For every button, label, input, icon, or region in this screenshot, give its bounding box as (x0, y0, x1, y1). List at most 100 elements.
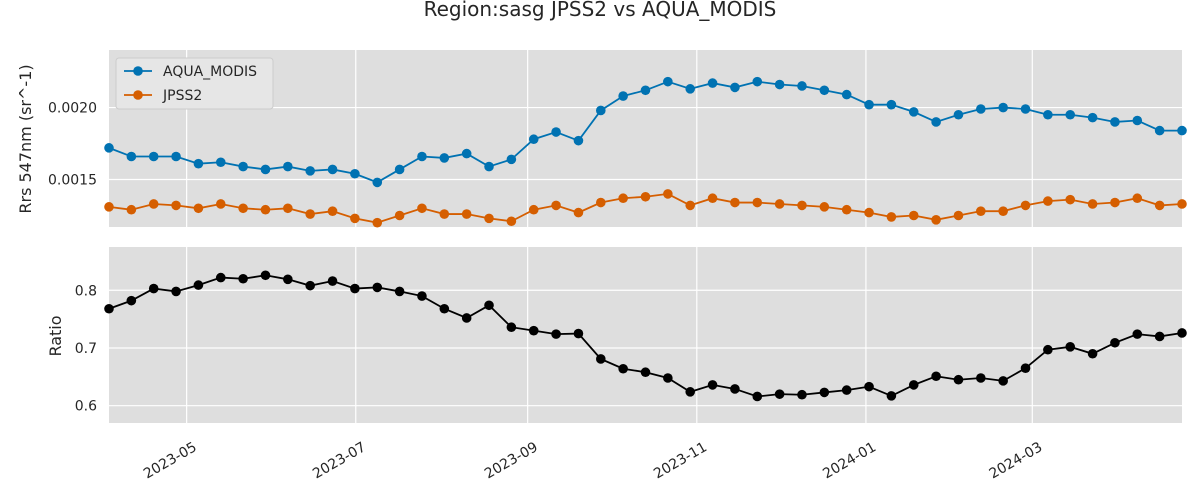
data-point (260, 270, 271, 281)
data-point (998, 376, 1008, 386)
data-point (1043, 109, 1053, 120)
x-tick-label: 2023-09 (482, 439, 541, 482)
data-point (797, 81, 807, 91)
data-point (104, 143, 114, 153)
data-point (841, 385, 852, 395)
bottom-panel-series (104, 270, 1187, 402)
data-point (350, 283, 360, 294)
data-point (1087, 199, 1098, 209)
data-point (663, 373, 673, 383)
data-point (976, 104, 986, 114)
top-panel: 0.0015 0.0020 Rrs 547nm (sr^-1) AQUA_MODI… (16, 50, 1187, 228)
data-point (1177, 328, 1187, 338)
data-point (506, 216, 517, 227)
data-point (394, 286, 405, 297)
data-point (640, 367, 651, 378)
data-point (528, 325, 539, 336)
data-point (439, 153, 450, 163)
data-point (707, 78, 718, 88)
data-point (350, 168, 360, 179)
data-point (819, 387, 830, 398)
data-point (484, 300, 494, 311)
data-point (864, 207, 874, 218)
data-point (417, 151, 427, 162)
data-point (327, 164, 338, 175)
bottom-panel-y-axis-label: Ratio (46, 315, 65, 356)
data-point (685, 200, 696, 211)
data-point (1065, 342, 1076, 352)
data-point (193, 158, 204, 169)
data-point (417, 291, 427, 301)
data-point (439, 303, 450, 314)
data-point (148, 283, 159, 294)
data-point (618, 193, 628, 204)
data-point (104, 303, 114, 314)
data-point (774, 79, 785, 90)
data-point (1020, 200, 1031, 211)
data-point (1110, 337, 1120, 348)
data-point (1177, 199, 1187, 209)
data-point (439, 209, 450, 219)
data-point (752, 76, 763, 87)
legend: AQUA_MODIS JPSS2 (115, 57, 274, 110)
data-point (908, 107, 919, 117)
data-point (953, 374, 964, 385)
data-point (372, 217, 383, 228)
data-point (193, 203, 204, 214)
data-point (976, 206, 986, 216)
bottom-panel-background (109, 247, 1182, 423)
data-point (685, 387, 696, 397)
data-point (148, 151, 159, 162)
bottom-panel-grid (109, 247, 1182, 423)
data-point (908, 380, 919, 390)
data-point (663, 189, 673, 199)
data-point (283, 203, 293, 214)
data-point (618, 91, 628, 101)
data-point (640, 85, 651, 96)
data-point (171, 200, 181, 211)
data-point (685, 84, 696, 94)
legend-entry-label: JPSS2 (162, 88, 202, 104)
data-point (707, 380, 718, 390)
legend-marker (133, 90, 143, 100)
top-panel-series (104, 76, 1187, 228)
data-point (774, 389, 785, 399)
data-point (931, 117, 941, 127)
data-point (305, 166, 315, 176)
legend-entry-label: AQUA_MODIS (163, 64, 257, 80)
data-point (528, 204, 539, 215)
data-point (730, 384, 740, 394)
data-point (1020, 363, 1031, 373)
data-point (260, 164, 271, 175)
data-point (1154, 200, 1165, 211)
data-point (551, 329, 561, 339)
data-point (998, 206, 1008, 216)
data-point (953, 109, 964, 120)
data-point (640, 191, 651, 202)
data-point (484, 161, 494, 172)
data-point (886, 99, 897, 110)
data-point (126, 204, 137, 215)
data-point (528, 134, 539, 145)
data-point (461, 209, 472, 219)
x-tick-label: 2023-11 (651, 439, 710, 482)
data-point (1020, 104, 1031, 114)
data-point (461, 148, 472, 159)
data-point (864, 99, 874, 110)
data-point (171, 151, 181, 162)
data-point (260, 204, 271, 215)
x-axis-tick-labels: 2023-05 2023-07 2023-09 2023-11 2024-01 2024-… (141, 439, 1045, 482)
legend-box (115, 57, 274, 110)
data-point (595, 354, 606, 364)
data-point (551, 200, 561, 211)
data-point (841, 204, 852, 215)
data-point (618, 363, 628, 374)
data-point (953, 210, 964, 221)
data-point (350, 213, 360, 224)
data-point (305, 280, 315, 291)
data-point (595, 197, 606, 208)
data-point (417, 203, 427, 214)
data-point (126, 295, 137, 306)
data-point (573, 207, 584, 218)
